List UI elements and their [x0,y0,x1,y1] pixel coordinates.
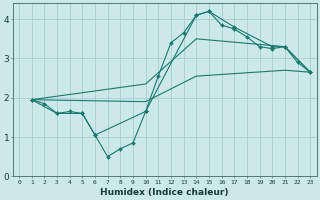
X-axis label: Humidex (Indice chaleur): Humidex (Indice chaleur) [100,188,229,197]
